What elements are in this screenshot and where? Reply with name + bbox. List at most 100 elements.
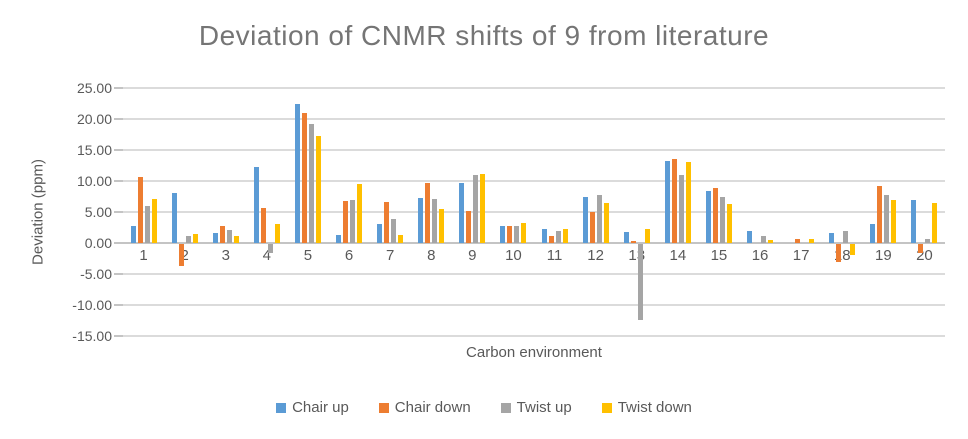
- bar-chair-up: [582, 197, 588, 243]
- y-tick-label: 25.00: [76, 80, 112, 96]
- bar-chair-down: [343, 201, 349, 243]
- x-tick-label: 16: [751, 247, 769, 264]
- bar-twist-up: [391, 219, 397, 243]
- bar-twist-up: [308, 123, 314, 243]
- legend-swatch-icon: [276, 402, 287, 413]
- bar-twist-down: [726, 203, 732, 243]
- bar-twist-up: [185, 236, 191, 243]
- bar-twist-down: [644, 229, 650, 243]
- bar-chair-up: [623, 231, 629, 243]
- gridline: [123, 180, 945, 182]
- bar-twist-down: [274, 223, 280, 243]
- y-tick-mark: [114, 118, 123, 120]
- bar-twist-up: [925, 239, 931, 243]
- x-axis-title: Carbon environment: [466, 344, 602, 361]
- y-tick-mark: [114, 273, 123, 275]
- x-tick-label: 14: [669, 247, 687, 264]
- y-tick-mark: [114, 149, 123, 151]
- bar-twist-up: [719, 196, 725, 243]
- y-tick-label: 0.00: [84, 235, 112, 251]
- bar-chair-up: [130, 225, 136, 243]
- x-tick-label: 20: [916, 247, 933, 264]
- y-tick-label: 10.00: [76, 173, 112, 189]
- bar-twist-down: [480, 174, 486, 243]
- bar-twist-down: [891, 200, 897, 243]
- x-tick-label: 15: [710, 247, 728, 264]
- legend: Chair up Chair down Twist up Twist down: [0, 399, 968, 416]
- bar-twist-down: [932, 202, 938, 243]
- bar-twist-down: [151, 198, 157, 243]
- x-tick-label: 18: [833, 247, 851, 264]
- x-tick-label: 7: [385, 247, 395, 264]
- bar-chair-down: [795, 239, 801, 243]
- bar-chair-down: [877, 185, 883, 243]
- bar-twist-up: [432, 198, 438, 243]
- legend-swatch-icon: [601, 402, 612, 413]
- bar-twist-down: [850, 244, 856, 255]
- legend-label: Chair down: [394, 399, 471, 416]
- gridline: [123, 87, 945, 89]
- bar-chair-down: [301, 113, 307, 243]
- bar-chair-down: [260, 207, 266, 243]
- bar-twist-down: [315, 135, 321, 243]
- bar-twist-down: [521, 223, 527, 243]
- bar-twist-down: [233, 235, 239, 243]
- x-tick-label: 6: [344, 247, 354, 264]
- bar-chair-down: [836, 244, 842, 262]
- bar-chair-down: [671, 158, 677, 243]
- bar-twist-down: [439, 208, 445, 243]
- bar-chair-up: [336, 234, 342, 243]
- legend-label: Twist down: [617, 399, 692, 416]
- bar-chair-up: [911, 199, 917, 243]
- x-tick-label: 5: [303, 247, 313, 264]
- bar-chair-down: [712, 188, 718, 243]
- y-tick-mark: [114, 180, 123, 182]
- y-tick-mark: [114, 242, 123, 244]
- gridline: [123, 211, 945, 213]
- bar-chair-up: [870, 223, 876, 243]
- x-tick-label: 8: [427, 247, 436, 264]
- x-tick-label: 4: [262, 247, 272, 264]
- y-tick-label: 20.00: [76, 111, 112, 127]
- y-tick-mark: [114, 211, 123, 213]
- bar-chair-up: [500, 226, 506, 243]
- legend-swatch-icon: [378, 402, 389, 413]
- y-tick-mark: [114, 87, 123, 89]
- x-tick-label: 1: [139, 247, 148, 264]
- bar-chair-down: [507, 225, 513, 243]
- x-tick-label: 2: [180, 247, 189, 264]
- legend-label: Twist up: [516, 399, 572, 416]
- bar-twist-up: [843, 230, 849, 243]
- bar-chair-down: [178, 244, 184, 266]
- legend-item-twist-down: Twist down: [601, 399, 692, 416]
- x-axis-line: [123, 242, 945, 244]
- bar-chair-up: [377, 224, 383, 243]
- bar-twist-up: [884, 195, 890, 243]
- bar-chair-down: [425, 182, 431, 243]
- legend-label: Chair up: [292, 399, 349, 416]
- bar-chair-down: [219, 225, 225, 243]
- bar-chair-down: [548, 235, 554, 243]
- bar-chair-down: [384, 202, 390, 243]
- bar-twist-down: [768, 239, 774, 243]
- bar-chair-down: [137, 177, 143, 243]
- bar-chair-down: [589, 212, 595, 243]
- bar-chair-up: [253, 167, 259, 243]
- bar-chair-up: [664, 160, 670, 243]
- bar-chair-down: [918, 244, 924, 254]
- x-tick-label: 11: [546, 247, 563, 264]
- bar-twist-down: [809, 238, 815, 243]
- x-tick-label: 3: [221, 247, 230, 264]
- bar-twist-up: [226, 229, 232, 243]
- gridline: [123, 304, 945, 306]
- bar-chair-up: [171, 192, 177, 243]
- y-tick-label: 15.00: [76, 142, 112, 158]
- y-tick-mark: [114, 304, 123, 306]
- bar-twist-down: [398, 234, 404, 243]
- bar-twist-up: [555, 230, 561, 243]
- bar-chair-up: [747, 230, 753, 243]
- legend-item-chair-down: Chair down: [378, 399, 471, 416]
- gridline: [123, 118, 945, 120]
- bar-twist-up: [144, 206, 150, 243]
